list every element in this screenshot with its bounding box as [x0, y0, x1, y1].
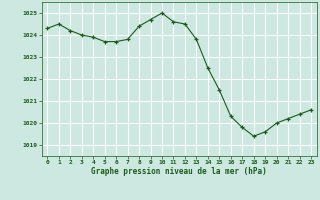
X-axis label: Graphe pression niveau de la mer (hPa): Graphe pression niveau de la mer (hPa) — [91, 167, 267, 176]
